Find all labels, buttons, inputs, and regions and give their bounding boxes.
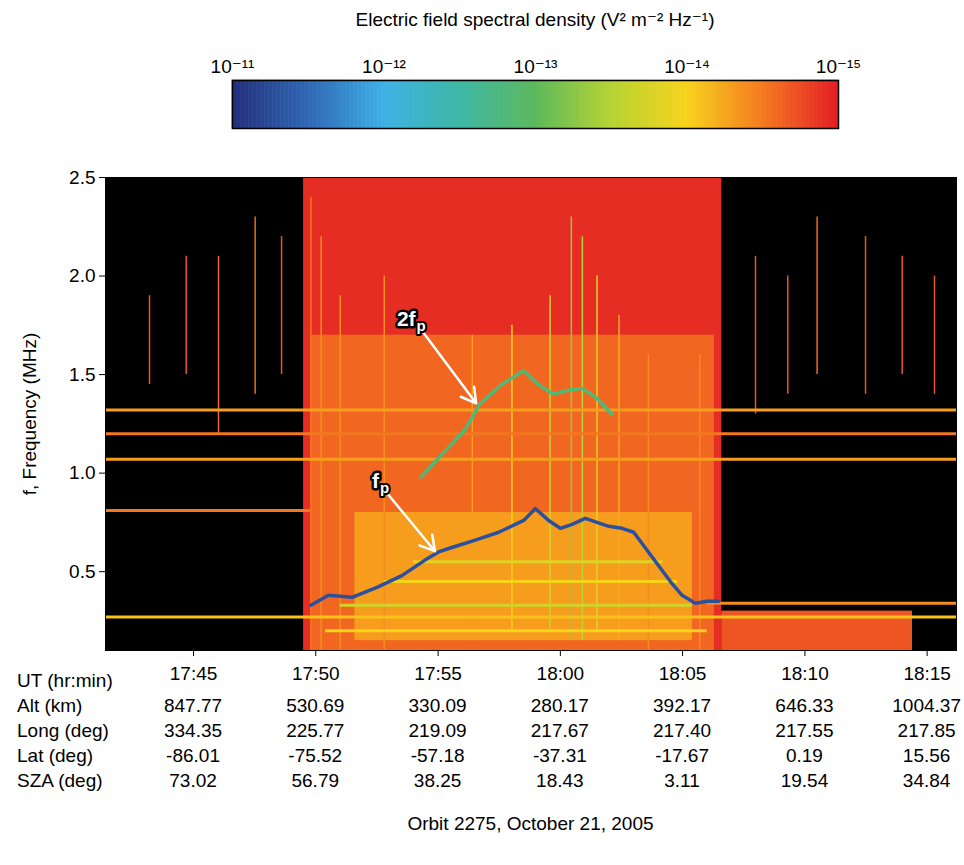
svg-text:17:45: 17:45	[170, 663, 218, 684]
svg-text:2f: 2f	[397, 307, 417, 330]
svg-text:2.5: 2.5	[69, 167, 95, 188]
html-text:Long (deg): Long (deg)	[17, 720, 109, 741]
html-text:847.77: 847.77	[164, 695, 223, 716]
html-text:392.17: 392.17	[653, 695, 712, 716]
svg-text:17:55: 17:55	[414, 663, 462, 684]
html-text:UT (hr:min): UT (hr:min)	[17, 670, 113, 691]
html-text:330.09: 330.09	[408, 695, 467, 716]
html-text:SZA (deg): SZA (deg)	[17, 770, 103, 791]
svg-text:1.5: 1.5	[69, 364, 95, 385]
svg-text:1.0: 1.0	[69, 462, 95, 483]
html-text:-57.18: -57.18	[410, 745, 465, 766]
html-text:34.84: 34.84	[902, 770, 951, 791]
svg-text:10⁻¹⁵: 10⁻¹⁵	[816, 56, 861, 77]
html-text:15.56: 15.56	[902, 745, 951, 766]
html-text:217.55: 217.55	[775, 720, 834, 741]
svg-text:10⁻¹³: 10⁻¹³	[514, 56, 558, 77]
svg-text:0.5: 0.5	[69, 561, 95, 582]
html-text:334.35: 334.35	[164, 720, 223, 741]
html-text:646.33: 646.33	[775, 695, 834, 716]
svg-text:f: f	[372, 469, 380, 492]
html-text:530.69: 530.69	[286, 695, 345, 716]
html-text:219.09: 219.09	[408, 720, 467, 741]
html-text:Lat (deg): Lat (deg)	[17, 745, 93, 766]
svg-text:18:05: 18:05	[659, 663, 707, 684]
svg-text:10⁻¹²: 10⁻¹²	[362, 56, 406, 77]
html-text:Alt (km): Alt (km)	[17, 695, 83, 716]
svg-text:2.0: 2.0	[69, 265, 95, 286]
html-text:-37.31: -37.31	[532, 745, 587, 766]
svg-text:18:00: 18:00	[537, 663, 585, 684]
svg-text:18:10: 18:10	[781, 663, 829, 684]
svg-text:p: p	[417, 317, 426, 334]
html-text:280.17: 280.17	[530, 695, 589, 716]
svg-text:10⁻¹¹: 10⁻¹¹	[211, 56, 255, 77]
html-text:18.43: 18.43	[536, 770, 584, 791]
svg-text:18:15: 18:15	[903, 663, 951, 684]
html-text:-75.52: -75.52	[288, 745, 343, 766]
html-text:19.54: 19.54	[780, 770, 829, 791]
html-text:217.67: 217.67	[530, 720, 589, 741]
svg-text:10⁻¹⁴: 10⁻¹⁴	[664, 56, 710, 77]
html-text:217.85: 217.85	[897, 720, 956, 741]
svg-text:p: p	[380, 479, 389, 496]
html-text:1004.37: 1004.37	[892, 695, 961, 716]
html-text:f, Frequency (MHz): f, Frequency (MHz)	[19, 332, 40, 495]
svg-text:17:50: 17:50	[292, 663, 340, 684]
html-text:0.19: 0.19	[785, 745, 823, 766]
html-text:225.77: 225.77	[286, 720, 345, 741]
html-text:Orbit 2275, October 21, 2005: Orbit 2275, October 21, 2005	[407, 813, 654, 834]
html-text:-17.67: -17.67	[655, 745, 709, 766]
html-text:38.25: 38.25	[413, 770, 462, 791]
html-text:56.79: 56.79	[291, 770, 339, 791]
html-text:217.40: 217.40	[653, 720, 712, 741]
html-text:-86.01: -86.01	[166, 745, 220, 766]
html-text:Electric field spectral densit: Electric field spectral density (V² m⁻² …	[355, 9, 715, 30]
html-text:3.11: 3.11	[664, 770, 700, 791]
html-text:73.02: 73.02	[169, 770, 217, 791]
